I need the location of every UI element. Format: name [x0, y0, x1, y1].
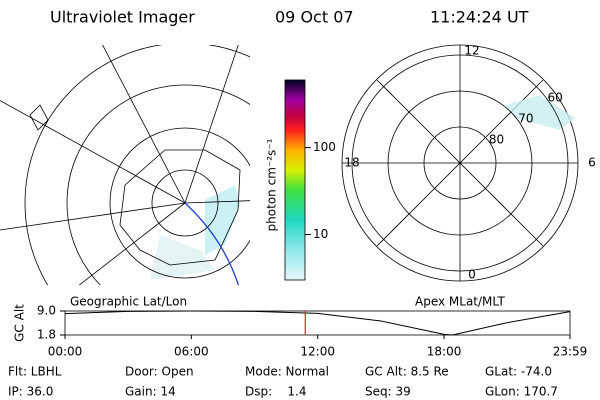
altitude-label: GC Alt	[13, 304, 27, 342]
colorbar-tick-label: 10	[313, 227, 328, 241]
info-field: GC Alt: 8.5 Re	[365, 365, 449, 379]
altitude-curve	[64, 310, 571, 336]
aurora	[505, 95, 575, 130]
info-field: GLon: 170.7	[485, 385, 558, 399]
title: Ultraviolet Imager	[50, 8, 195, 27]
mlat-circle	[387, 90, 533, 236]
mlat-label: 60	[548, 90, 563, 104]
geographic-map	[0, 45, 250, 285]
altitude-frame	[64, 310, 571, 336]
mlat-circle	[351, 54, 569, 272]
mlt-label: 0	[468, 268, 476, 282]
info-field: Flt: LBHL	[8, 365, 62, 379]
polar-grid	[341, 44, 579, 282]
colorbar-tick-label: 100	[313, 140, 336, 154]
info-field: Door: Open	[125, 365, 194, 379]
mlt-label: 12	[464, 44, 479, 58]
y-tick-label: 1.8	[37, 328, 56, 342]
mlat-circle	[423, 126, 497, 200]
mlat-label: 80	[489, 132, 504, 146]
mlt-label: 6	[588, 156, 596, 170]
info-field: IP: 36.0	[8, 385, 53, 399]
mlat-label: 70	[518, 111, 533, 125]
colorbar-label: photon cm⁻²s⁻¹	[265, 138, 279, 231]
time: 11:24:24 UT	[430, 8, 529, 27]
right-caption: Apex MLat/MLT	[415, 295, 505, 309]
x-tick-label: 23:59	[553, 345, 588, 359]
info-field: GLat: -74.0	[485, 365, 552, 379]
left-caption: Geographic Lat/Lon	[70, 295, 187, 309]
x-tick-label: 12:00	[300, 345, 335, 359]
mlt-label: 18	[344, 156, 359, 170]
colorbar	[284, 79, 306, 281]
x-tick-label: 00:00	[48, 345, 83, 359]
info-field: Dsp: 1.4	[245, 385, 307, 399]
x-tick-label: 06:00	[174, 345, 209, 359]
x-tick-label: 18:00	[427, 345, 462, 359]
y-tick-label: 9.0	[37, 304, 56, 318]
info-field: Gain: 14	[125, 385, 176, 399]
info-field: Mode: Normal	[245, 365, 329, 379]
info-field: Seq: 39	[365, 385, 411, 399]
date: 09 Oct 07	[275, 8, 354, 27]
